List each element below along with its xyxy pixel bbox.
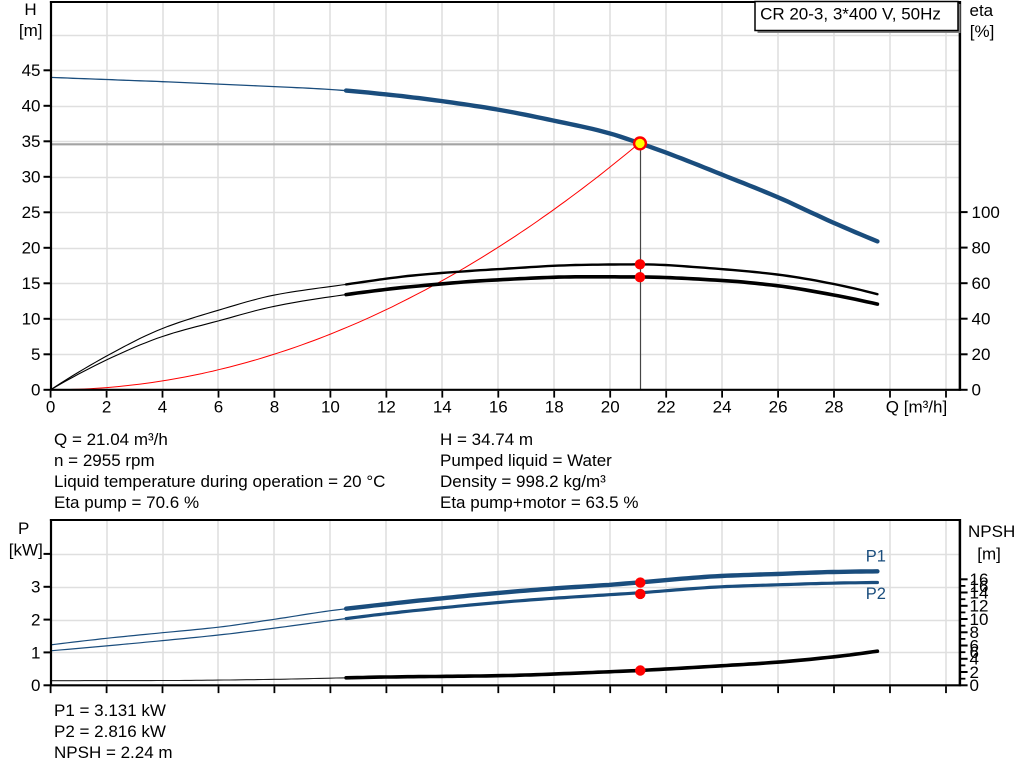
svg-text:40: 40 — [22, 97, 41, 116]
svg-text:18: 18 — [545, 398, 564, 417]
svg-text:20: 20 — [972, 345, 991, 364]
svg-text:14: 14 — [970, 583, 989, 602]
svg-text:[m]: [m] — [19, 21, 43, 40]
svg-text:6: 6 — [214, 398, 223, 417]
svg-text:80: 80 — [972, 239, 991, 258]
svg-text:12: 12 — [970, 597, 989, 616]
svg-text:Q [m³/h]: Q [m³/h] — [886, 398, 947, 417]
svg-text:28: 28 — [825, 398, 844, 417]
svg-text:30: 30 — [22, 168, 41, 187]
svg-text:P1: P1 — [866, 547, 886, 565]
svg-text:40: 40 — [972, 310, 991, 329]
svg-text:0: 0 — [972, 381, 981, 400]
svg-text:0: 0 — [970, 676, 979, 695]
svg-text:4: 4 — [970, 650, 979, 669]
svg-text:10: 10 — [321, 398, 340, 417]
svg-text:P2: P2 — [866, 585, 886, 603]
svg-text:22: 22 — [657, 398, 676, 417]
svg-text:10: 10 — [970, 610, 989, 629]
svg-text:60: 60 — [972, 274, 991, 293]
svg-text:12: 12 — [377, 398, 396, 417]
svg-text:6: 6 — [970, 643, 979, 662]
svg-text:eta: eta — [970, 1, 994, 20]
svg-text:20: 20 — [22, 239, 41, 258]
svg-text:10: 10 — [22, 310, 41, 329]
svg-text:16: 16 — [970, 570, 989, 589]
svg-text:25: 25 — [22, 203, 41, 222]
svg-text:2: 2 — [102, 398, 111, 417]
svg-text:H: H — [24, 0, 36, 19]
svg-text:[%]: [%] — [970, 22, 995, 41]
svg-text:0: 0 — [31, 676, 40, 695]
svg-text:24: 24 — [713, 398, 732, 417]
svg-text:6: 6 — [970, 636, 979, 655]
svg-text:P: P — [18, 519, 29, 538]
svg-text:2: 2 — [31, 611, 40, 630]
svg-text:20: 20 — [601, 398, 620, 417]
svg-text:2: 2 — [970, 663, 979, 682]
svg-text:14: 14 — [433, 398, 452, 417]
svg-text:0: 0 — [46, 398, 55, 417]
svg-text:35: 35 — [22, 132, 41, 151]
svg-text:8: 8 — [970, 623, 979, 642]
svg-text:[kW]: [kW] — [9, 540, 43, 559]
svg-text:0: 0 — [31, 381, 40, 400]
svg-text:1: 1 — [31, 643, 40, 662]
svg-text:100: 100 — [972, 203, 1000, 222]
svg-text:5: 5 — [31, 345, 40, 364]
svg-text:16: 16 — [970, 577, 989, 596]
svg-text:45: 45 — [22, 61, 41, 80]
svg-text:26: 26 — [769, 398, 788, 417]
svg-text:[m]: [m] — [977, 545, 1001, 564]
svg-text:NPSH: NPSH — [968, 522, 1015, 541]
svg-text:15: 15 — [22, 274, 41, 293]
svg-text:4: 4 — [158, 398, 167, 417]
svg-text:8: 8 — [270, 398, 279, 417]
svg-text:3: 3 — [31, 578, 40, 597]
svg-text:CR 20-3, 3*400 V, 50Hz: CR 20-3, 3*400 V, 50Hz — [760, 4, 941, 23]
svg-text:16: 16 — [489, 398, 508, 417]
